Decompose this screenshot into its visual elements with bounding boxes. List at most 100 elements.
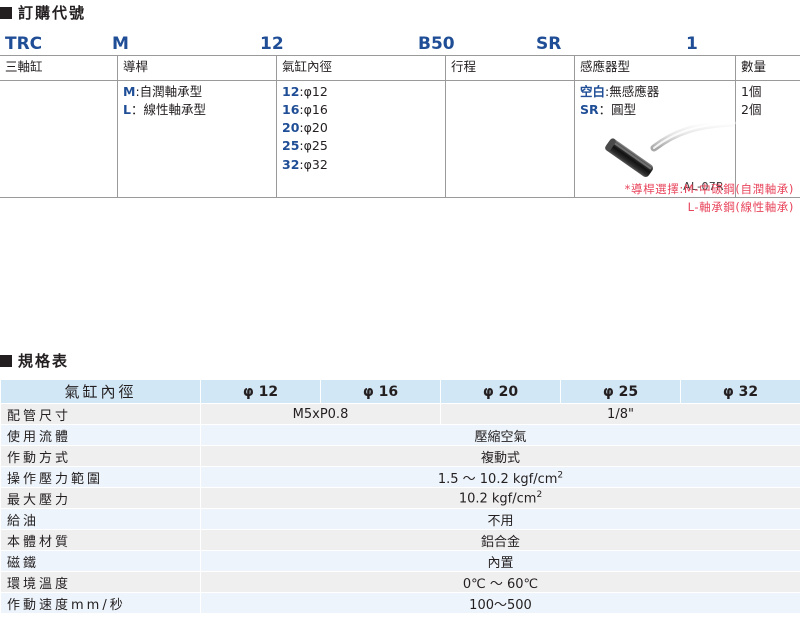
spec-bore-header-3: φ 25	[560, 379, 681, 404]
spec-row-value: 1/8"	[440, 403, 800, 425]
spec-row-value: 0℃ ～ 60℃	[200, 571, 800, 593]
code-part-0: TRC	[5, 34, 43, 54]
option-key: SR	[580, 102, 599, 118]
ordering-code-heading: 訂購代號	[0, 2, 800, 23]
option-text: φ16	[303, 102, 328, 118]
order-col-title-1: 導桿	[117, 55, 277, 81]
sensor-part-number: AL-07R	[683, 180, 724, 194]
option-key: 32	[282, 156, 300, 172]
order-col-title-2: 氣缸內徑	[276, 55, 446, 81]
order-col-options-0	[0, 79, 118, 199]
bullet-square-icon	[0, 6, 12, 19]
option-separator: :	[299, 138, 304, 154]
spec-bore-header-2: φ 20	[440, 379, 561, 404]
spec-row: 最大壓力 10.2 kgf/cm2	[0, 487, 800, 509]
code-part-1: M	[112, 34, 129, 54]
option-text: φ25	[303, 138, 328, 154]
option-key: 20	[282, 120, 300, 136]
proximity-sensor-icon	[605, 121, 736, 178]
option-key: 空白	[580, 84, 606, 99]
spec-row-label: 最大壓力	[0, 487, 201, 509]
option-line: M:自潤軸承型	[123, 83, 271, 101]
spec-row-value: 複動式	[200, 445, 800, 467]
ordering-code-section: 訂購代號 TRC M 12 B50 SR 1 三軸缸 導桿 氣缸內徑 行程 感應器型 數量 M:自潤軸…	[0, 2, 800, 199]
option-text: 1個	[741, 84, 762, 99]
option-separator: ：	[598, 102, 612, 118]
spec-row-value: 1.5 ～ 10.2 kgf/cm2	[200, 466, 800, 488]
option-separator: :	[135, 84, 140, 99]
option-line: 1個	[741, 83, 800, 101]
code-part-5: 1	[686, 34, 698, 54]
spec-row: 磁鐵 內置	[0, 550, 800, 572]
option-key: M	[123, 84, 136, 99]
ordering-code-heading-text: 訂購代號	[18, 4, 87, 22]
spec-row-value: 不用	[200, 508, 800, 530]
spec-heading: 規格表	[0, 350, 800, 371]
spec-row-value: M5xP0.8	[200, 403, 441, 425]
spec-header-row: 氣缸內徑 φ 12 φ 16 φ 20 φ 25 φ 32	[0, 379, 800, 404]
spec-row-value: 鋁合金	[200, 529, 800, 551]
spec-row-label: 作動速度mm/秒	[0, 592, 201, 614]
option-text: 圓型	[611, 102, 637, 118]
spec-row-value: 10.2 kgf/cm2	[200, 487, 800, 509]
spec-row-label: 配管尺寸	[0, 403, 201, 425]
spec-row-value: 壓縮空氣	[200, 424, 800, 446]
spec-row-label: 作動方式	[0, 445, 201, 467]
spec-bore-header-1: φ 16	[320, 379, 441, 404]
order-col-options-5: 1個 2個	[735, 79, 800, 199]
code-part-4: SR	[536, 34, 562, 54]
spec-row-label: 操作壓力範圍	[0, 466, 201, 488]
guide-rod-note-line2: L-軸承鋼(線性軸承)	[687, 199, 794, 214]
option-key: 25	[282, 138, 300, 154]
option-line: 2個	[741, 101, 800, 119]
order-col-options-2: 12:φ12 16:φ16 20:φ20 25:φ25 32:φ32	[276, 79, 446, 199]
option-text: 自潤軸承型	[139, 84, 203, 99]
option-text: φ12	[303, 84, 328, 99]
option-line: 20:φ20	[282, 119, 440, 137]
option-text: 無感應器	[609, 84, 660, 99]
option-text: 線性軸承型	[143, 102, 206, 118]
spec-row: 作動方式 複動式	[0, 445, 800, 467]
option-line: 25:φ25	[282, 137, 440, 155]
spec-row-label: 環境溫度	[0, 571, 201, 593]
spec-row: 操作壓力範圍 1.5 ～ 10.2 kgf/cm2	[0, 466, 800, 488]
option-line: L：線性軸承型	[123, 101, 271, 119]
option-separator: :	[299, 102, 304, 118]
order-col-options-4: 空白:無感應器 SR：圓型 AL-07R	[574, 79, 736, 199]
option-line: 12:φ12	[282, 83, 440, 101]
spec-row: 給油 不用	[0, 508, 800, 530]
spec-row: 環境溫度 0℃ ～ 60℃	[0, 571, 800, 593]
option-key: 12	[282, 84, 300, 99]
bullet-square-icon	[0, 354, 12, 367]
spec-row: 本體材質 鋁合金	[0, 529, 800, 551]
option-text: φ32	[303, 156, 328, 172]
option-text: φ20	[303, 120, 328, 136]
spec-row-value: 內置	[200, 550, 800, 572]
spec-row: 配管尺寸 M5xP0.8 1/8"	[0, 403, 800, 425]
option-line: 32:φ32	[282, 156, 440, 174]
spec-row-value: 100～500	[200, 592, 800, 614]
spec-row: 作動速度mm/秒 100～500	[0, 592, 800, 614]
order-col-title-4: 感應器型	[574, 55, 736, 81]
spec-bore-header-4: φ 32	[680, 379, 800, 404]
spec-heading-text: 規格表	[18, 352, 70, 370]
option-separator: :	[605, 84, 610, 99]
option-line: 空白:無感應器	[580, 83, 730, 101]
code-parts-row: TRC M 12 B50 SR 1	[0, 27, 800, 53]
guide-rod-note-line1: *導桿選擇:M-中碳鋼(自潤軸承)	[624, 182, 794, 196]
spec-header-bore-label: 氣缸內徑	[0, 379, 201, 404]
spec-row-label: 使用流體	[0, 424, 201, 446]
option-separator: ：	[130, 102, 144, 118]
option-text: 2個	[741, 102, 762, 118]
code-part-2: 12	[260, 34, 284, 54]
option-key: 16	[282, 102, 300, 118]
order-col-options-1: M:自潤軸承型 L：線性軸承型	[117, 79, 277, 199]
sensor-illustration-wrap: AL-07R	[580, 119, 736, 195]
spec-row-label: 給油	[0, 508, 201, 530]
order-body-row: M:自潤軸承型 L：線性軸承型 12:φ12 16:φ16 20:φ20 25:φ25 32…	[0, 79, 800, 199]
order-col-title-5: 數量	[735, 55, 800, 81]
order-col-title-0: 三軸缸	[0, 55, 118, 81]
guide-rod-note: *導桿選擇:M-中碳鋼(自潤軸承) L-軸承鋼(線性軸承)	[0, 181, 794, 217]
spec-row-label: 磁鐵	[0, 550, 201, 572]
spec-table: 氣缸內徑 φ 12 φ 16 φ 20 φ 25 φ 32 配管尺寸 M5xP0.8 1/8…	[0, 379, 800, 614]
